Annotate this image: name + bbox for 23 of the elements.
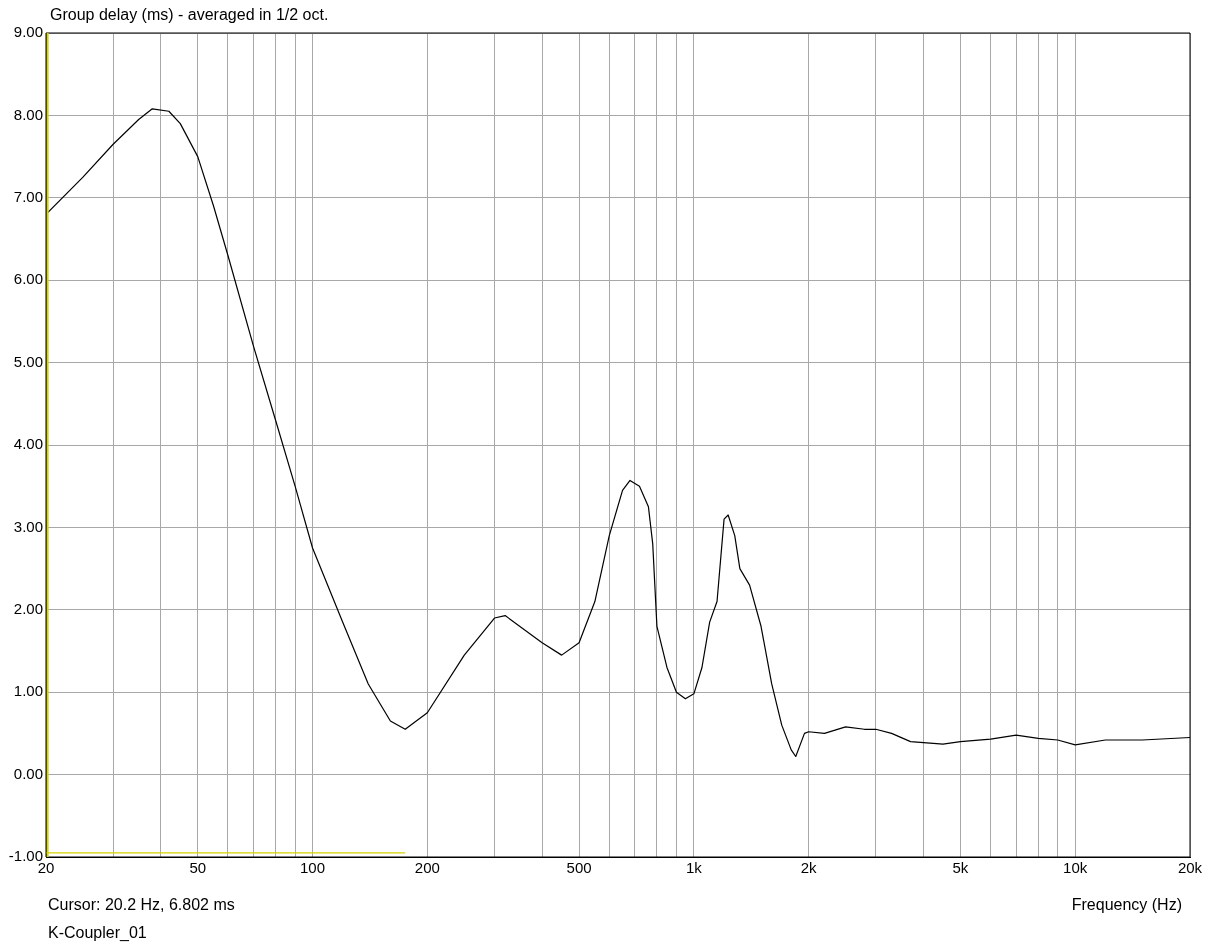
y-tick-label: 0.00 bbox=[13, 764, 43, 782]
x-tick-label: 5k bbox=[952, 859, 969, 877]
x-tick-label: 20k bbox=[1177, 859, 1203, 877]
y-tick-label: 6.00 bbox=[13, 270, 43, 288]
x-tick-label: 500 bbox=[566, 859, 592, 877]
y-tick-label: 1.00 bbox=[13, 682, 43, 700]
y-tick-label: 7.00 bbox=[13, 187, 43, 205]
y-tick-label: 8.00 bbox=[13, 105, 43, 123]
x-tick-label: 1k bbox=[685, 859, 703, 877]
x-tick-label: 100 bbox=[300, 859, 326, 877]
text: K-Coupler_01 bbox=[48, 924, 147, 943]
chart-title: Group delay (ms) - averaged in 1/2 oct. bbox=[50, 6, 329, 24]
x-tick-label: 10k bbox=[1063, 859, 1088, 877]
y-tick-label: 2.00 bbox=[13, 599, 43, 617]
y-tick-label: 3.00 bbox=[13, 517, 43, 535]
y-tick-label: 4.00 bbox=[13, 435, 43, 453]
x-tick-label: 50 bbox=[189, 859, 207, 877]
y-tick-label: 9.00 bbox=[13, 23, 43, 41]
text: Cursor: 20.2 Hz, 6.802 ms bbox=[48, 896, 235, 914]
x-tick-label: 200 bbox=[414, 859, 440, 877]
x-tick-label: 2k bbox=[800, 859, 818, 877]
y-tick-label: 5.00 bbox=[13, 352, 43, 370]
x-axis-title: Frequency (Hz) bbox=[1071, 896, 1182, 914]
